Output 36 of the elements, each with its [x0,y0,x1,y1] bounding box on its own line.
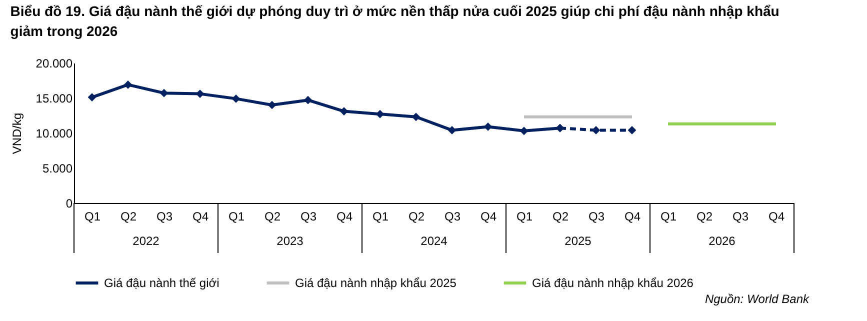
x-tick-label: Q1 [660,210,677,224]
x-tick-label: Q2 [696,210,713,224]
text: 2025 [564,234,592,248]
x-tick-label: Q3 [588,210,605,224]
legend-label: Giá đậu nành thế giới [104,276,220,290]
legend-label: Giá đậu nành nhập khẩu 2026 [532,276,694,290]
y-tick-label: 20.000 [36,56,73,70]
x-tick-label: Q4 [192,210,209,224]
y-axis-title: VND/kg [10,112,24,154]
text: 2026 [708,234,736,248]
text: 2022 [132,234,160,248]
x-tick-label: Q3 [300,210,317,224]
text: Nguồn: World Bank [704,292,810,306]
x-tick-label: Q4 [624,210,641,224]
x-tick-label: Q4 [768,210,785,224]
x-tick-label: Q4 [336,210,353,224]
x-tick-label: Q2 [120,210,137,224]
x-tick-label: Q4 [480,210,497,224]
legend-label: Giá đậu nành nhập khẩu 2025 [295,276,457,290]
x-tick-label: Q2 [552,210,569,224]
text: 2024 [420,234,448,248]
y-tick-label: 10.000 [36,126,73,140]
x-tick-label: Q1 [516,210,533,224]
x-tick-label: Q3 [156,210,173,224]
y-tick-label: 15.000 [36,92,73,106]
x-tick-label: Q1 [84,210,101,224]
x-tick-label: Q2 [264,210,281,224]
y-tick-label: 0 [66,196,73,210]
y-tick-label: 5.000 [42,162,73,176]
x-tick-label: Q2 [408,210,425,224]
chart-title: Biểu đồ 19. Giá đậu nành thế giới dự phóng duy trì ở mức nền thấp nửa cuối 2025 giúp chi phí đậu nành nhập khẩu giảm trong 2026 [10,3,780,39]
x-tick-label: Q1 [372,210,389,224]
x-tick-label: Q1 [228,210,245,224]
x-tick-label: Q3 [444,210,461,224]
text: 2023 [276,234,304,248]
x-tick-label: Q3 [732,210,749,224]
